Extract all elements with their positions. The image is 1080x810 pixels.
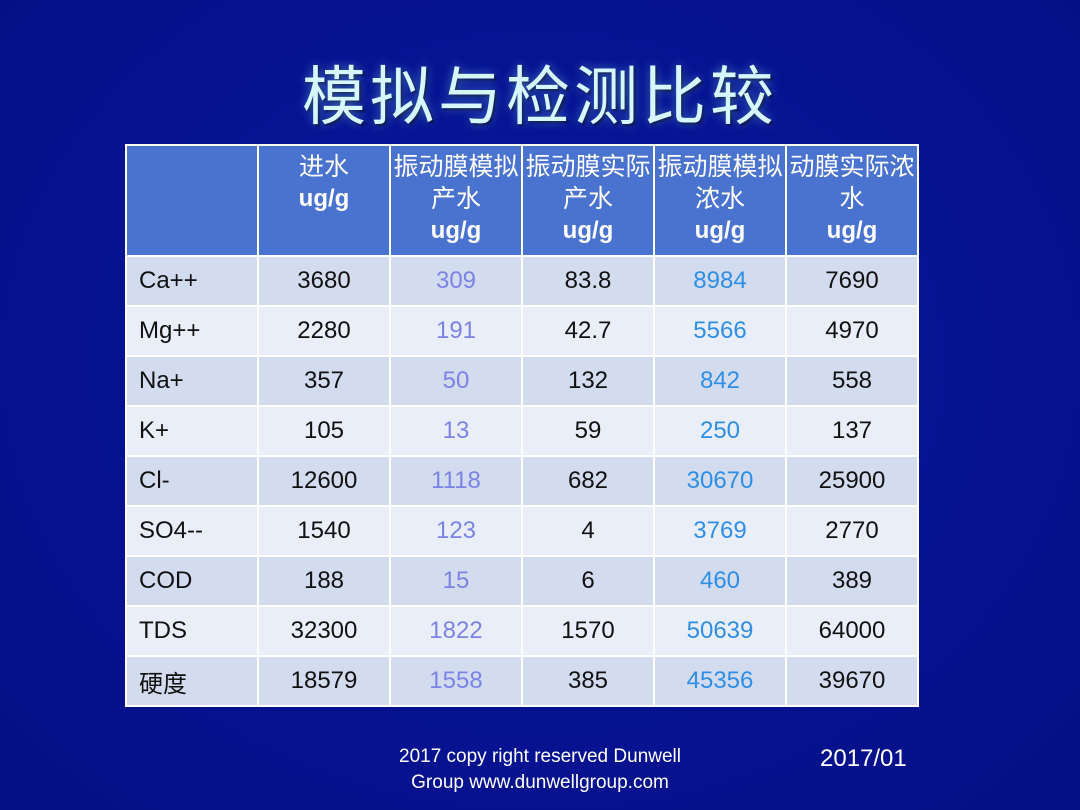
row-label-cell: 硬度 bbox=[125, 655, 259, 707]
feed-cell: 32300 bbox=[257, 605, 391, 657]
sim-concentrate-cell: 250 bbox=[653, 405, 787, 457]
actual-product-cell: 4 bbox=[521, 505, 655, 557]
sim-concentrate-cell: 8984 bbox=[653, 255, 787, 307]
website-line: Group www.dunwellgroup.com bbox=[411, 772, 669, 793]
table-row: Na+ 357 50 132 842 558 bbox=[125, 355, 919, 407]
actual-product-cell: 83.8 bbox=[521, 255, 655, 307]
row-label-cell: Cl- bbox=[125, 455, 259, 507]
actual-concentrate-cell: 137 bbox=[785, 405, 919, 457]
row-label-cell: Na+ bbox=[125, 355, 259, 407]
actual-product-cell: 42.7 bbox=[521, 305, 655, 357]
sim-concentrate-cell: 30670 bbox=[653, 455, 787, 507]
copyright-line: 2017 copy right reserved Dunwell bbox=[399, 746, 681, 767]
actual-concentrate-cell: 4970 bbox=[785, 305, 919, 357]
table-row: Ca++ 3680 309 83.8 8984 7690 bbox=[125, 255, 919, 307]
feed-cell: 18579 bbox=[257, 655, 391, 707]
sim-concentrate-cell: 460 bbox=[653, 555, 787, 607]
actual-concentrate-cell: 7690 bbox=[785, 255, 919, 307]
header-cell-sim-concentrate: 振动膜模拟浓水 ug/g bbox=[653, 144, 787, 257]
sim-product-cell: 50 bbox=[389, 355, 523, 407]
sim-product-cell: 1822 bbox=[389, 605, 523, 657]
actual-product-cell: 6 bbox=[521, 555, 655, 607]
header-unit: ug/g bbox=[298, 185, 350, 212]
sim-product-cell: 15 bbox=[389, 555, 523, 607]
table-row: Cl- 12600 1118 682 30670 25900 bbox=[125, 455, 919, 507]
table-row: SO4-- 1540 123 4 3769 2770 bbox=[125, 505, 919, 557]
actual-concentrate-cell: 558 bbox=[785, 355, 919, 407]
row-label-cell: K+ bbox=[125, 405, 259, 457]
feed-cell: 2280 bbox=[257, 305, 391, 357]
header-label: 动膜实际浓水 bbox=[789, 152, 915, 213]
feed-cell: 12600 bbox=[257, 455, 391, 507]
actual-product-cell: 385 bbox=[521, 655, 655, 707]
actual-product-cell: 1570 bbox=[521, 605, 655, 657]
row-label-cell: TDS bbox=[125, 605, 259, 657]
header-unit: ug/g bbox=[826, 217, 878, 244]
sim-concentrate-cell: 45356 bbox=[653, 655, 787, 707]
feed-cell: 188 bbox=[257, 555, 391, 607]
table-row: Mg++ 2280 191 42.7 5566 4970 bbox=[125, 305, 919, 357]
header-unit: ug/g bbox=[562, 217, 614, 244]
sim-concentrate-cell: 50639 bbox=[653, 605, 787, 657]
row-label-cell: COD bbox=[125, 555, 259, 607]
actual-concentrate-cell: 25900 bbox=[785, 455, 919, 507]
sim-concentrate-cell: 842 bbox=[653, 355, 787, 407]
sim-product-cell: 191 bbox=[389, 305, 523, 357]
table-row: K+ 105 13 59 250 137 bbox=[125, 405, 919, 457]
slide-date: 2017/01 bbox=[820, 745, 907, 772]
header-cell-empty bbox=[125, 144, 259, 257]
actual-product-cell: 59 bbox=[521, 405, 655, 457]
header-unit: ug/g bbox=[694, 217, 746, 244]
slide-title: 模拟与检测比较 bbox=[302, 61, 778, 135]
feed-cell: 3680 bbox=[257, 255, 391, 307]
actual-concentrate-cell: 64000 bbox=[785, 605, 919, 657]
header-label: 振动膜模拟浓水 bbox=[657, 152, 783, 213]
header-cell-sim-product: 振动膜模拟产水 ug/g bbox=[389, 144, 523, 257]
header-cell-actual-concentrate: 动膜实际浓水 ug/g bbox=[785, 144, 919, 257]
header-unit: ug/g bbox=[430, 217, 482, 244]
sim-product-cell: 1118 bbox=[389, 455, 523, 507]
table-header-row: 进水 ug/g 振动膜模拟产水 ug/g 振动膜实际产水 ug/g 振动膜模拟浓… bbox=[125, 144, 919, 257]
table-row: COD 188 15 6 460 389 bbox=[125, 555, 919, 607]
sim-product-cell: 1558 bbox=[389, 655, 523, 707]
sim-concentrate-cell: 5566 bbox=[653, 305, 787, 357]
sim-concentrate-cell: 3769 bbox=[653, 505, 787, 557]
feed-cell: 357 bbox=[257, 355, 391, 407]
header-cell-feed: 进水 ug/g bbox=[257, 144, 391, 257]
row-label-cell: Mg++ bbox=[125, 305, 259, 357]
sim-product-cell: 123 bbox=[389, 505, 523, 557]
copyright-footer: 2017 copy right reserved Dunwell Group w… bbox=[340, 744, 740, 796]
actual-concentrate-cell: 39670 bbox=[785, 655, 919, 707]
table-row: 硬度 18579 1558 385 45356 39670 bbox=[125, 655, 919, 707]
header-label: 振动膜实际产水 bbox=[525, 152, 651, 213]
feed-cell: 105 bbox=[257, 405, 391, 457]
actual-concentrate-cell: 389 bbox=[785, 555, 919, 607]
header-cell-actual-product: 振动膜实际产水 ug/g bbox=[521, 144, 655, 257]
header-label: 振动膜模拟产水 bbox=[393, 152, 519, 213]
sim-product-cell: 309 bbox=[389, 255, 523, 307]
actual-concentrate-cell: 2770 bbox=[785, 505, 919, 557]
actual-product-cell: 132 bbox=[521, 355, 655, 407]
actual-product-cell: 682 bbox=[521, 455, 655, 507]
feed-cell: 1540 bbox=[257, 505, 391, 557]
header-label: 进水 bbox=[298, 152, 349, 181]
comparison-table: 进水 ug/g 振动膜模拟产水 ug/g 振动膜实际产水 ug/g 振动膜模拟浓… bbox=[125, 144, 919, 707]
sim-product-cell: 13 bbox=[389, 405, 523, 457]
row-label-cell: SO4-- bbox=[125, 505, 259, 557]
row-label-cell: Ca++ bbox=[125, 255, 259, 307]
table-row: TDS 32300 1822 1570 50639 64000 bbox=[125, 605, 919, 657]
